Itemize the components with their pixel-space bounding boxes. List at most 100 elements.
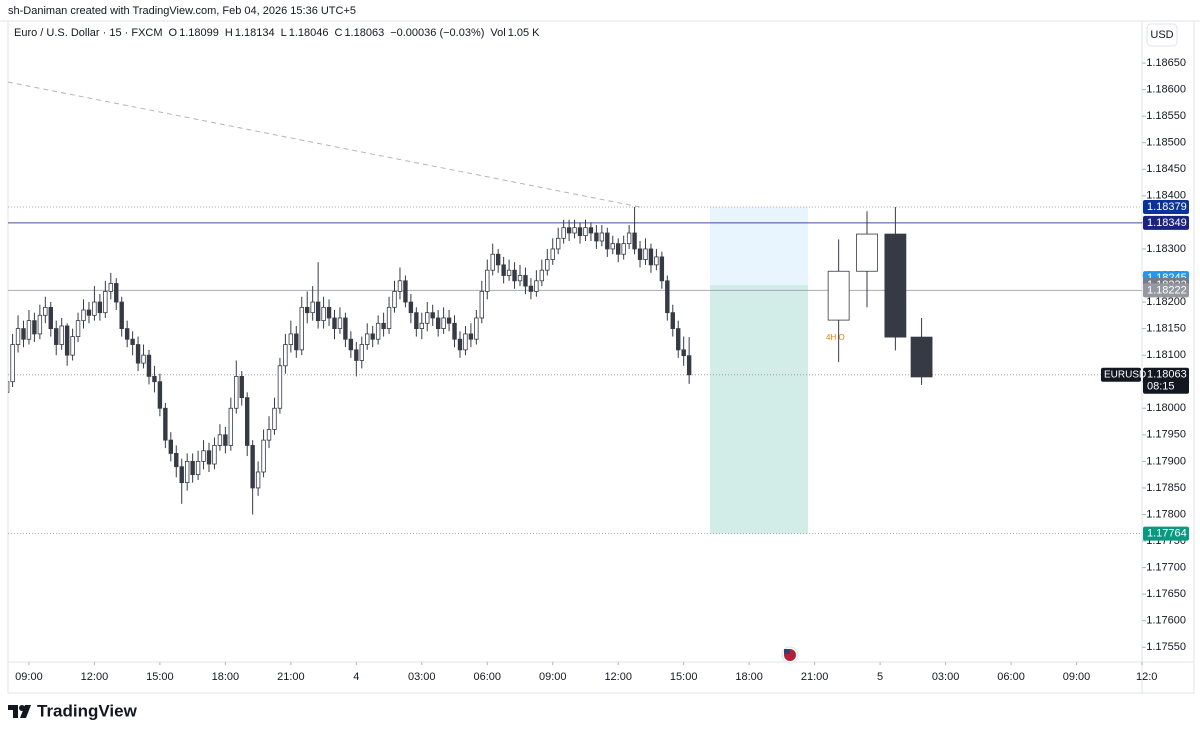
candle-body xyxy=(114,283,119,303)
candle-body xyxy=(616,243,621,255)
candle-body xyxy=(528,285,534,292)
candle-body xyxy=(425,312,430,324)
x-tick-label: 06:00 xyxy=(473,671,501,683)
candle-body xyxy=(332,317,337,330)
candle-body xyxy=(517,275,523,282)
candle-body xyxy=(152,375,157,383)
candle-body xyxy=(512,269,517,282)
x-tick-label: 03:00 xyxy=(408,671,436,683)
candle-body xyxy=(223,434,228,446)
candle-body xyxy=(648,248,654,266)
candle-body xyxy=(605,232,610,250)
candle-body xyxy=(610,243,615,250)
x-tick-label: 15:00 xyxy=(146,671,174,683)
candle-body xyxy=(266,429,272,441)
candle-body xyxy=(43,306,48,316)
x-tick-label: 12:0 xyxy=(1136,671,1157,683)
logo-text: TradingView xyxy=(37,701,138,720)
candle-body xyxy=(8,381,10,393)
candle-body xyxy=(206,450,212,465)
candle-body xyxy=(190,460,195,476)
htf-label: 4H O xyxy=(826,333,845,342)
candle-body xyxy=(37,314,43,335)
legend-field-label: O xyxy=(169,27,178,39)
y-tick-label: 1.18550 xyxy=(1146,110,1186,122)
y-tick-label: 1.18650 xyxy=(1146,57,1186,69)
candle-body xyxy=(365,333,370,345)
candle-body xyxy=(294,333,299,351)
symbol-tag xyxy=(1101,367,1141,382)
candle-body xyxy=(119,301,124,330)
logo-mark xyxy=(8,705,31,718)
candle-body xyxy=(643,248,648,260)
candle-body xyxy=(414,312,419,330)
countdown: 08:15 xyxy=(1147,381,1175,393)
candle-body xyxy=(48,306,53,330)
candle-body xyxy=(435,317,441,330)
candle-body xyxy=(566,227,572,234)
candle-body xyxy=(250,445,255,489)
candle-body xyxy=(184,460,190,484)
x-tick-label: 09:00 xyxy=(15,671,43,683)
price-tag-label: 1.18063 xyxy=(1147,369,1187,381)
candle-body xyxy=(283,344,288,367)
price-tag xyxy=(1143,199,1189,214)
candle-body xyxy=(359,344,364,361)
candle-body xyxy=(827,270,850,321)
candle-body xyxy=(588,227,594,234)
candle-body xyxy=(419,322,424,330)
candle-body xyxy=(572,227,577,234)
candle-body xyxy=(463,333,468,351)
y-tick-label: 1.17650 xyxy=(1146,588,1186,600)
y-tick-label: 1.17600 xyxy=(1146,615,1186,627)
x-tick-label: 4 xyxy=(353,671,359,683)
y-tick-label: 1.17800 xyxy=(1146,508,1186,520)
y-tick-label: 1.17700 xyxy=(1146,561,1186,573)
candle-body xyxy=(195,460,201,476)
y-tick-label: 1.18600 xyxy=(1146,84,1186,96)
candle-body xyxy=(686,355,692,376)
x-tick-label: 15:00 xyxy=(670,671,698,683)
price-tag xyxy=(1143,367,1189,394)
candle-body xyxy=(326,306,332,319)
currency-label[interactable]: USD xyxy=(1150,29,1173,41)
candle-body xyxy=(288,333,294,345)
x-tick-label: 18:00 xyxy=(735,671,763,683)
currency-button[interactable] xyxy=(1146,23,1178,47)
candle-body xyxy=(621,243,626,255)
x-tick-label: 18:00 xyxy=(212,671,240,683)
candle-body xyxy=(163,407,168,441)
y-tick-label: 1.18200 xyxy=(1146,296,1186,308)
candle-body xyxy=(665,280,670,314)
candle-body xyxy=(86,309,92,316)
candle-body xyxy=(108,283,113,292)
candle-body xyxy=(92,301,97,316)
legend-field-value: 1.18099 xyxy=(179,27,219,39)
x-tick-label: 06:00 xyxy=(997,671,1025,683)
candle-body xyxy=(910,336,933,378)
candle-body xyxy=(97,301,103,314)
candle-body xyxy=(468,333,474,340)
candle-body xyxy=(15,328,21,345)
symbol-tag-label: EURUSD xyxy=(1104,369,1146,380)
x-tick-label: 03:00 xyxy=(932,671,960,683)
candle-body xyxy=(75,320,81,337)
candle-body xyxy=(179,466,184,484)
event-icon[interactable] xyxy=(781,646,799,664)
position-reward xyxy=(710,285,808,534)
y-tick-label: 1.18000 xyxy=(1146,402,1186,414)
event-flag-canton[interactable] xyxy=(784,649,790,654)
candle-body xyxy=(103,291,108,314)
candle-body xyxy=(272,407,277,430)
credit: sh-Daniman created with TradingView.com,… xyxy=(8,5,356,17)
candle-body xyxy=(523,275,528,287)
candle-body xyxy=(375,322,381,340)
candle-body xyxy=(583,227,588,237)
candle-body xyxy=(632,232,637,250)
candle-body xyxy=(485,269,490,292)
price-tag xyxy=(1143,526,1189,541)
legend-volume-label: Vol xyxy=(490,27,505,39)
legend-field-value: 1.18134 xyxy=(235,27,275,39)
legend-volume: 1.05 K xyxy=(508,27,540,39)
candle-body xyxy=(310,301,315,314)
